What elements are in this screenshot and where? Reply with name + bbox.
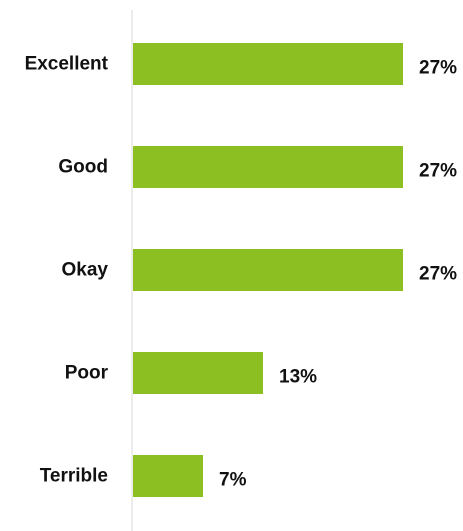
value-label-good: 27%	[419, 161, 457, 182]
category-label-excellent: Excellent	[25, 54, 109, 75]
category-label-poor: Poor	[65, 363, 109, 384]
category-label-good: Good	[58, 157, 108, 178]
value-label-terrible: 7%	[219, 470, 247, 491]
value-label-excellent: 27%	[419, 58, 457, 79]
value-label-okay: 27%	[419, 264, 457, 285]
bar-okay	[133, 249, 403, 291]
bar-terrible	[133, 455, 203, 497]
bar-excellent	[133, 43, 403, 85]
value-labels-group: 27% 27% 27% 13% 7%	[219, 58, 457, 491]
category-label-okay: Okay	[62, 260, 109, 281]
value-label-poor: 13%	[279, 367, 317, 388]
category-labels-group: Excellent Good Okay Poor Terrible	[25, 54, 109, 487]
category-label-terrible: Terrible	[40, 466, 108, 487]
bar-poor	[133, 352, 263, 394]
bars-group	[133, 43, 403, 497]
bar-good	[133, 146, 403, 188]
